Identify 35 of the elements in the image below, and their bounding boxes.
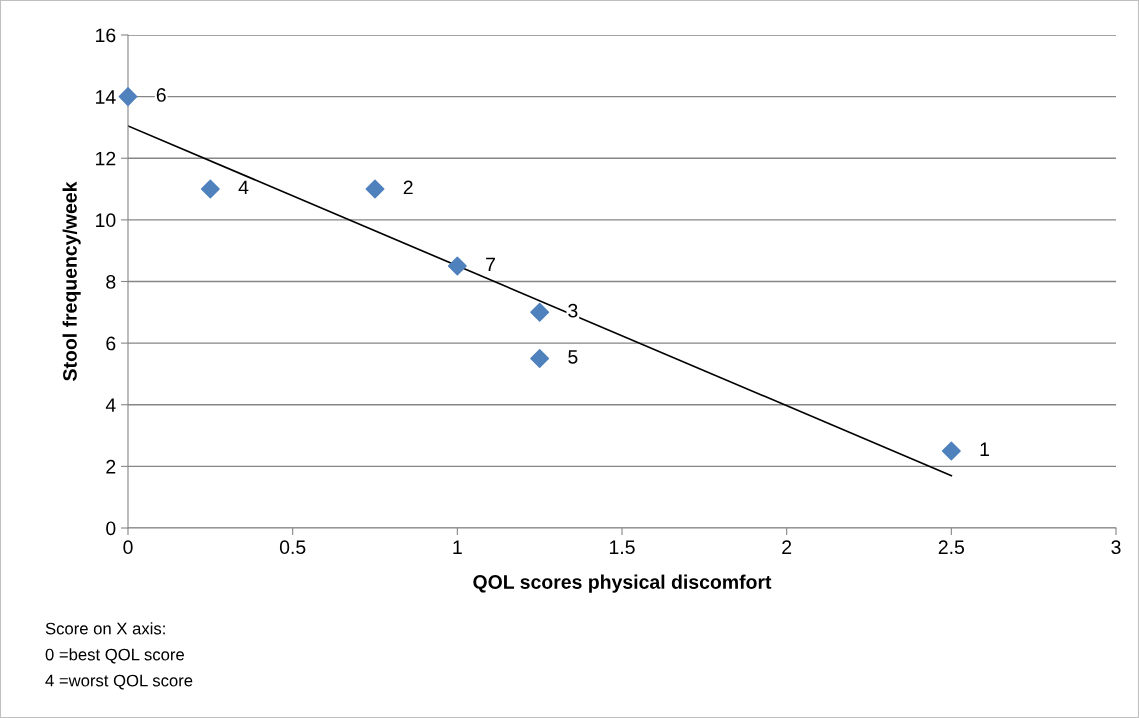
y-tick-label: 16 xyxy=(96,28,116,43)
y-tick-label: 6 xyxy=(106,336,116,351)
annotation: 7 xyxy=(486,257,495,272)
y-axis-title: Stool frequency/week xyxy=(62,181,81,381)
point xyxy=(941,441,961,461)
annotation: 3 xyxy=(568,303,578,318)
y-tick-label: 0 xyxy=(106,521,116,536)
point xyxy=(118,87,138,107)
point xyxy=(365,179,385,199)
annotation: 1 xyxy=(980,442,989,456)
y-tick-label: 10 xyxy=(96,213,116,228)
annotation: 2 xyxy=(403,180,413,195)
x-tick-label: 1.5 xyxy=(609,540,635,555)
y-tick-label: 8 xyxy=(106,274,116,289)
y-tick-label: 14 xyxy=(96,90,116,104)
x-tick-label: 2.5 xyxy=(938,540,965,555)
x-tick-label: 3 xyxy=(1111,540,1121,555)
x-tick-label: 0 xyxy=(123,540,133,555)
point xyxy=(447,256,467,276)
point xyxy=(200,179,220,199)
annotation: 4 xyxy=(238,180,249,195)
x-tick-label: 1 xyxy=(453,540,462,554)
x-axis-title: QOL scores physical discomfort xyxy=(473,574,772,593)
y-tick-label: 2 xyxy=(106,459,116,474)
annotation: 6 xyxy=(156,88,166,102)
point xyxy=(530,302,550,322)
point xyxy=(530,349,550,369)
x-tick-label: 0.5 xyxy=(279,540,306,555)
text: Score on X axis: xyxy=(45,622,165,635)
annotation: 5 xyxy=(568,350,578,364)
y-tick-label: 4 xyxy=(105,398,116,412)
text: 0 =best QOL score xyxy=(45,648,184,664)
x-tick-label: 2 xyxy=(782,540,792,554)
y-tick-label: 12 xyxy=(96,151,116,166)
text: 4 =worst QOL score xyxy=(45,674,193,690)
